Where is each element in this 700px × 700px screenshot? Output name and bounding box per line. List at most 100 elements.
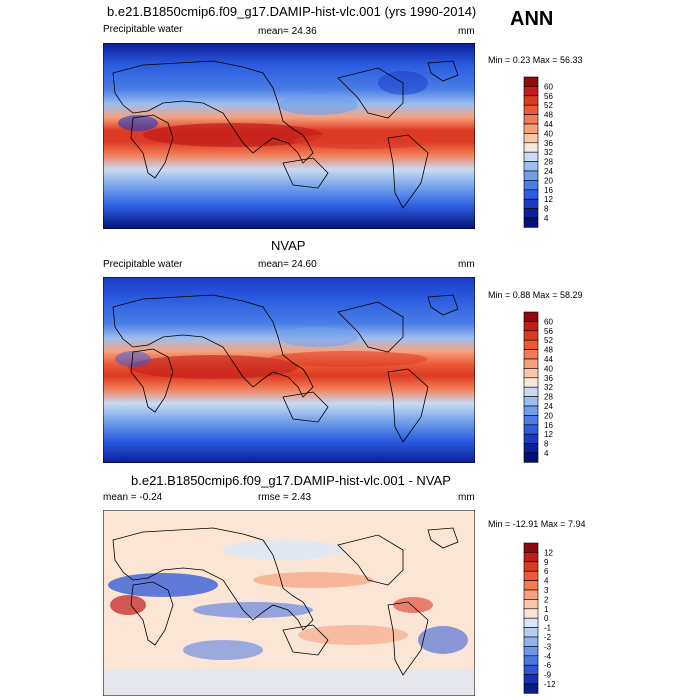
panel2-title: NVAP	[271, 238, 306, 253]
colorbar-swatch	[523, 580, 539, 591]
colorbar-swatch	[523, 217, 539, 228]
colorbar-tick-label: -2	[544, 633, 552, 642]
colorbar-tick-label: 1	[544, 605, 549, 614]
colorbar-tick-label: 4	[544, 214, 549, 223]
colorbar-tick-label: 40	[544, 129, 553, 138]
panel2-minmax-label: Min = 0.88 Max = 58.29	[488, 290, 583, 300]
colorbar-swatch	[523, 405, 539, 416]
colorbar-swatch	[523, 627, 539, 638]
colorbar-swatch	[523, 542, 539, 553]
colorbar-swatch	[523, 561, 539, 572]
colorbar-tick-label: 48	[544, 346, 553, 355]
colorbar-tick-label: 48	[544, 111, 553, 120]
colorbar-swatch	[523, 443, 539, 454]
colorbar-swatch	[523, 349, 539, 360]
colorbar-tick-label: 6	[544, 567, 549, 576]
colorbar-swatch	[523, 608, 539, 619]
colorbar-tick-label: 32	[544, 148, 553, 157]
colorbar-swatch	[523, 433, 539, 444]
colorbar-tick-label: 32	[544, 383, 553, 392]
colorbar-swatch	[523, 151, 539, 162]
colorbar-swatch	[523, 142, 539, 153]
colorbar-swatch	[523, 552, 539, 563]
colorbar-tick-label: 0	[544, 614, 549, 623]
panel3-map	[103, 510, 475, 696]
colorbar-swatch	[523, 76, 539, 87]
panel2-map	[103, 277, 475, 463]
colorbar-swatch	[523, 599, 539, 610]
colorbar-swatch	[523, 655, 539, 666]
colorbar-swatch	[523, 170, 539, 181]
colorbar-tick-label: 12	[544, 195, 553, 204]
colorbar-tick-label: 60	[544, 82, 553, 91]
panel1-minmax-label: Min = 0.23 Max = 56.33	[488, 55, 583, 65]
colorbar-swatch	[523, 368, 539, 379]
colorbar-tick-label: -6	[544, 661, 552, 670]
colorbar-swatch	[523, 636, 539, 647]
colorbar-swatch	[523, 617, 539, 628]
panel1-units-label: mm	[458, 26, 475, 37]
season-label: ANN	[510, 8, 554, 30]
main-title: b.e21.B1850cmip6.f09_g17.DAMIP-hist-vlc.…	[107, 4, 477, 19]
colorbar-swatch	[523, 95, 539, 106]
colorbar-tick-label: 8	[544, 205, 549, 214]
colorbar-swatch	[523, 180, 539, 191]
panel3-minmax-label: Min = -12.91 Max = 7.94	[488, 519, 586, 529]
colorbar-swatch	[523, 161, 539, 172]
panel3-title: b.e21.B1850cmip6.f09_g17.DAMIP-hist-vlc.…	[131, 473, 451, 488]
colorbar-swatch	[523, 386, 539, 397]
colorbar-tick-label: 60	[544, 317, 553, 326]
colorbar-tick-label: 24	[544, 402, 553, 411]
panel3-units-label: mm	[458, 492, 475, 503]
colorbar-tick-label: 12	[544, 430, 553, 439]
panel1-variable-label: Precipitable water	[103, 24, 183, 35]
colorbar-swatch	[523, 424, 539, 435]
colorbar-swatch	[523, 330, 539, 341]
colorbar-tick-label: 56	[544, 92, 553, 101]
colorbar-swatch	[523, 208, 539, 219]
panel1-map	[103, 43, 475, 229]
colorbar-tick-label: 8	[544, 440, 549, 449]
colorbar-swatch	[523, 683, 539, 694]
colorbar-swatch	[523, 358, 539, 369]
panel3-rmse-label: rmse = 2.43	[258, 492, 312, 503]
colorbar-tick-label: 3	[544, 586, 549, 595]
colorbar-tick-label: 40	[544, 364, 553, 373]
colorbar-swatch	[523, 114, 539, 125]
colorbar-tick-label: 56	[544, 327, 553, 336]
colorbar-swatch	[523, 104, 539, 115]
colorbar-tick-label: 16	[544, 186, 553, 195]
colorbar-tick-label: 36	[544, 139, 553, 148]
colorbar-tick-label: -4	[544, 652, 552, 661]
colorbar-tick-label: 52	[544, 101, 553, 110]
colorbar-swatch	[523, 589, 539, 600]
colorbar-tick-label: 44	[544, 120, 553, 129]
colorbar-swatch	[523, 570, 539, 581]
colorbar-swatch	[523, 133, 539, 144]
colorbar-tick-label: 28	[544, 158, 553, 167]
colorbar-swatch	[523, 452, 539, 463]
colorbar-swatch	[523, 123, 539, 134]
colorbar-tick-label: 2	[544, 595, 549, 604]
colorbar-swatch	[523, 415, 539, 426]
colorbar-tick-label: -12	[544, 680, 556, 689]
colorbar-tick-label: 4	[544, 577, 549, 586]
colorbar-tick-label: 20	[544, 176, 553, 185]
colorbar-swatch	[523, 311, 539, 322]
panel1-mean-label: mean= 24.36	[258, 26, 317, 37]
colorbar-tick-label: 12	[544, 548, 553, 557]
colorbar-swatch	[523, 189, 539, 200]
panel2-variable-label: Precipitable water	[103, 259, 183, 270]
colorbar-tick-label: 4	[544, 449, 549, 458]
colorbar-swatch	[523, 377, 539, 388]
colorbar-tick-label: 9	[544, 558, 549, 567]
colorbar-tick-label: 16	[544, 421, 553, 430]
colorbar-tick-label: 20	[544, 411, 553, 420]
colorbar-tick-label: -1	[544, 624, 552, 633]
panel2-units-label: mm	[458, 259, 475, 270]
colorbar-tick-label: 52	[544, 336, 553, 345]
colorbar-swatch	[523, 86, 539, 97]
